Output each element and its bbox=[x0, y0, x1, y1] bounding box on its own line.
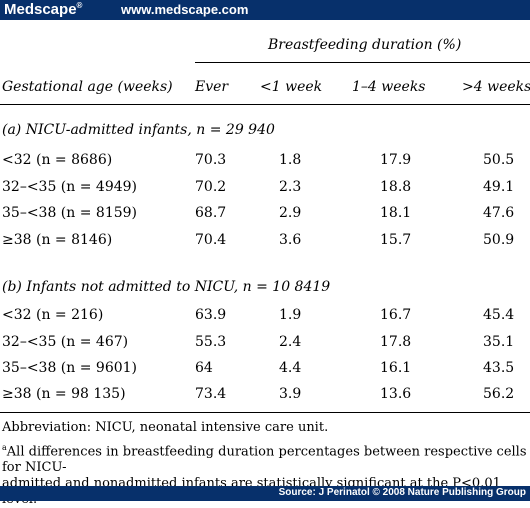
cell-lt1: 1.8 bbox=[279, 152, 302, 168]
col-header-1to4weeks: 1–4 weeks bbox=[352, 79, 426, 95]
source-footer-bar: Source: J Perinatol © 2008 Nature Publis… bbox=[0, 486, 530, 501]
footnote-abbreviation: Abbreviation: NICU, neonatal intensive c… bbox=[2, 420, 329, 435]
cell-lt1: 2.4 bbox=[279, 334, 302, 350]
spanner-rule bbox=[195, 62, 530, 63]
section-a-title: (a) NICU-admitted infants, n = 29 940 bbox=[2, 122, 275, 138]
cell-1to4: 16.1 bbox=[380, 360, 412, 376]
cell-1to4: 13.6 bbox=[380, 386, 412, 402]
cell-ever: 70.4 bbox=[195, 232, 227, 248]
source-credit: Source: J Perinatol © 2008 Nature Publis… bbox=[278, 487, 526, 498]
col-header-gt4weeks: >4 weeks bbox=[462, 79, 530, 95]
row-label: <32 (n = 8686) bbox=[2, 152, 113, 168]
row-label: 32–<35 (n = 4949) bbox=[2, 179, 138, 195]
cell-lt1: 3.6 bbox=[279, 232, 302, 248]
row-label: 32–<35 (n = 467) bbox=[2, 334, 129, 350]
cell-gt4: 47.6 bbox=[483, 205, 515, 221]
row-label: 35–<38 (n = 9601) bbox=[2, 360, 138, 376]
cell-1to4: 15.7 bbox=[380, 232, 412, 248]
row-label: ≥38 (n = 8146) bbox=[2, 232, 113, 248]
cell-1to4: 16.7 bbox=[380, 307, 412, 323]
cell-gt4: 49.1 bbox=[483, 179, 515, 195]
site-url[interactable]: www.medscape.com bbox=[121, 2, 249, 17]
cell-ever: 70.3 bbox=[195, 152, 227, 168]
cell-lt1: 3.9 bbox=[279, 386, 302, 402]
cell-gt4: 50.9 bbox=[483, 232, 515, 248]
cell-lt1: 2.9 bbox=[279, 205, 302, 221]
cell-ever: 68.7 bbox=[195, 205, 227, 221]
col-header-lt1week: <1 week bbox=[260, 79, 323, 95]
cell-ever: 70.2 bbox=[195, 179, 227, 195]
cell-lt1: 1.9 bbox=[279, 307, 302, 323]
cell-gt4: 43.5 bbox=[483, 360, 515, 376]
section-b-title: (b) Infants not admitted to NICU, n = 10… bbox=[2, 279, 331, 295]
stub-header: Gestational age (weeks) bbox=[2, 79, 173, 95]
cell-ever: 73.4 bbox=[195, 386, 227, 402]
cell-1to4: 17.9 bbox=[380, 152, 412, 168]
header-rule bbox=[0, 104, 530, 105]
medscape-logo: Medscape® bbox=[4, 1, 83, 18]
cell-gt4: 45.4 bbox=[483, 307, 515, 323]
col-header-ever: Ever bbox=[195, 79, 229, 95]
cell-1to4: 18.1 bbox=[380, 205, 412, 221]
cell-gt4: 50.5 bbox=[483, 152, 515, 168]
cell-1to4: 17.8 bbox=[380, 334, 412, 350]
cell-1to4: 18.8 bbox=[380, 179, 412, 195]
cell-ever: 63.9 bbox=[195, 307, 227, 323]
cell-lt1: 2.3 bbox=[279, 179, 302, 195]
row-label: ≥38 (n = 98 135) bbox=[2, 386, 126, 402]
row-label: <32 (n = 216) bbox=[2, 307, 104, 323]
cell-ever: 55.3 bbox=[195, 334, 227, 350]
row-label: 35–<38 (n = 8159) bbox=[2, 205, 138, 221]
cell-gt4: 35.1 bbox=[483, 334, 515, 350]
bottom-rule bbox=[0, 412, 530, 413]
cell-lt1: 4.4 bbox=[279, 360, 302, 376]
cell-gt4: 56.2 bbox=[483, 386, 515, 402]
footnote-mark: a bbox=[2, 443, 7, 452]
medscape-header-bar: Medscape® www.medscape.com bbox=[0, 0, 530, 20]
cell-ever: 64 bbox=[195, 360, 213, 376]
spanner-header: Breastfeeding duration (%) bbox=[268, 37, 462, 53]
